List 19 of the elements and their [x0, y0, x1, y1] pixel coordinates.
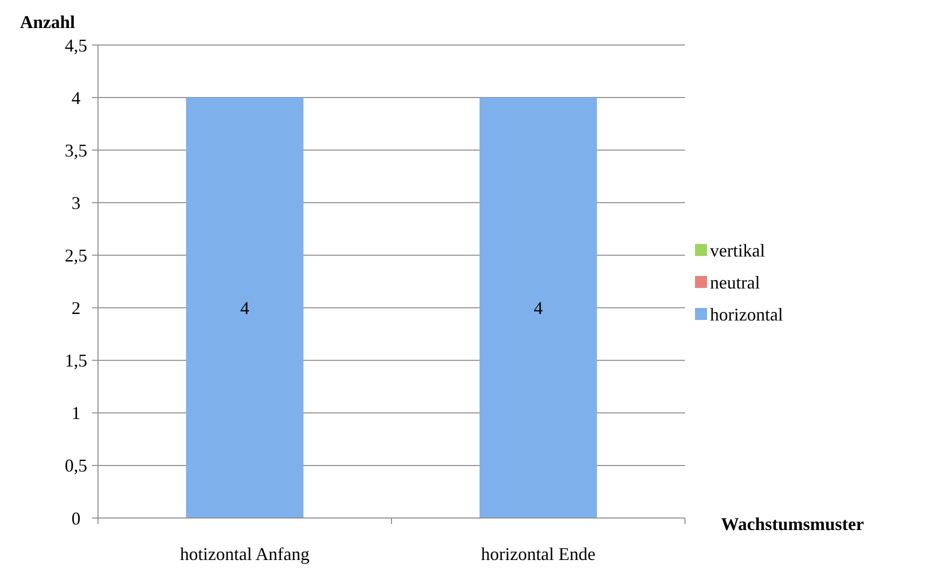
- y-tick-label: 0: [72, 508, 80, 528]
- legend-label: horizontal: [710, 304, 783, 324]
- x-tick-label: horizontal Ende: [481, 544, 596, 564]
- y-tick-label: 0,5: [64, 456, 88, 476]
- y-tick-label: 1: [72, 403, 80, 424]
- y-tick-label: 2: [72, 298, 80, 318]
- y-tick-label: 3,5: [64, 140, 88, 160]
- y-axis-title: Anzahl: [20, 12, 76, 32]
- x-axis-title: Wachstumsmuster: [721, 514, 864, 534]
- legend-label: vertikal: [710, 240, 765, 260]
- y-tick-label: 4: [72, 88, 80, 108]
- data-label: 4: [534, 298, 543, 318]
- y-tick-label: 4,5: [64, 35, 88, 56]
- x-tick-label: hotizontal Anfang: [180, 544, 310, 564]
- y-tick-label: 2,5: [64, 246, 88, 266]
- y-tick-label: 3: [72, 192, 80, 213]
- y-tick-label: 1,5: [64, 350, 88, 371]
- legend-label: neutral: [710, 272, 760, 292]
- data-label: 4: [240, 298, 250, 318]
